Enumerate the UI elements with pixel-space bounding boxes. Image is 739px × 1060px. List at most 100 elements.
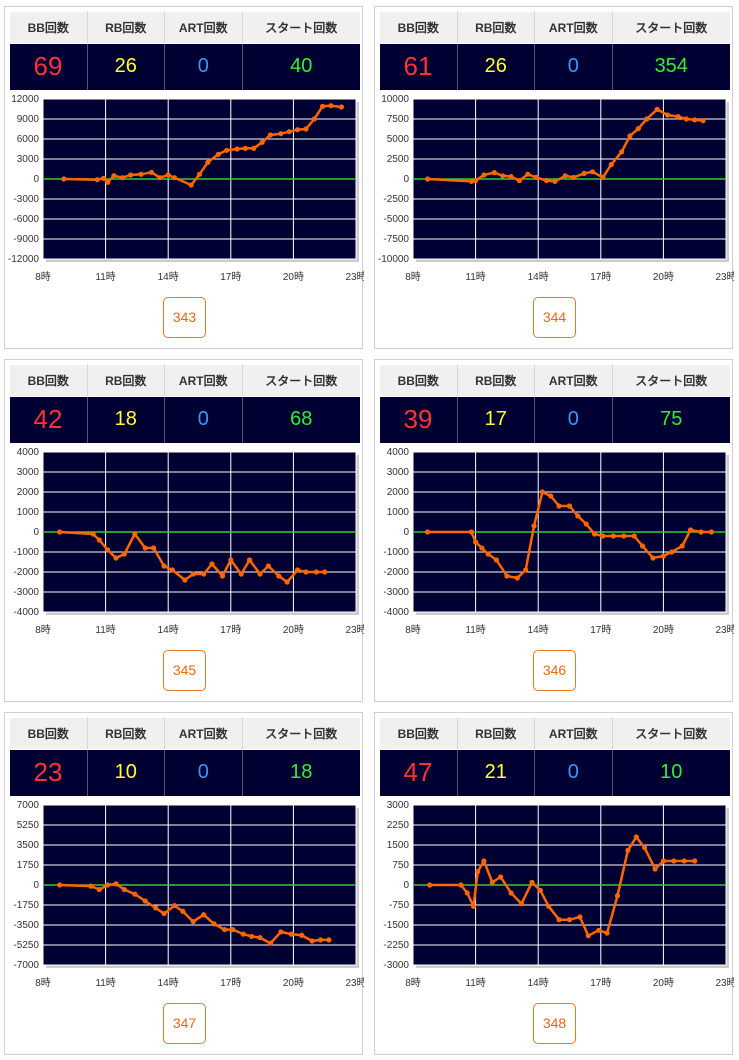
data-point: [209, 561, 215, 567]
history-chart: 8時 11時 14時 17時 20時 23時 4000 3000 2000 1000 0 -1000 -…: [383, 447, 734, 636]
y-tick-label: -5000: [383, 214, 409, 225]
x-tick-label: 8時: [35, 624, 51, 636]
data-point: [257, 934, 263, 941]
machine-number-button[interactable]: 348: [533, 1003, 576, 1044]
data-point: [546, 903, 552, 909]
start-count: 18: [242, 749, 360, 796]
data-point: [508, 890, 514, 896]
data-point: [610, 533, 616, 539]
data-point: [201, 571, 207, 577]
start-header: スタート回数: [241, 11, 360, 44]
data-point: [246, 557, 253, 563]
y-tick-label: -3000: [383, 587, 409, 598]
y-tick-label: -4000: [383, 607, 409, 618]
y-tick-label: 2000: [387, 487, 410, 498]
machine-number-button[interactable]: 347: [163, 1003, 206, 1044]
data-point: [257, 571, 263, 577]
data-point: [205, 159, 211, 165]
machine-number-button[interactable]: 344: [533, 297, 576, 338]
data-point: [600, 174, 606, 180]
y-tick-label: 10000: [381, 94, 409, 105]
data-point: [303, 126, 309, 132]
data-point: [633, 834, 639, 840]
y-tick-label: 1750: [17, 860, 40, 871]
data-point: [577, 914, 583, 920]
data-point: [286, 129, 292, 135]
data-point: [523, 567, 529, 573]
data-point: [644, 116, 650, 122]
y-tick-label: 750: [392, 860, 409, 871]
art-header: ART回数: [534, 11, 613, 44]
data-point: [681, 858, 687, 864]
art-header: ART回数: [164, 11, 243, 44]
y-tick-label: 4000: [387, 447, 410, 458]
data-point: [500, 173, 506, 179]
data-point: [267, 940, 274, 946]
x-tick-label: 23時: [715, 977, 734, 989]
y-tick-label: -1000: [13, 547, 39, 558]
y-tick-label: -7000: [13, 960, 39, 971]
data-point: [468, 529, 475, 535]
data-point: [94, 177, 100, 183]
data-point: [113, 555, 119, 561]
data-point: [215, 151, 221, 157]
data-point: [148, 169, 155, 175]
data-point: [491, 170, 497, 176]
data-point: [113, 881, 119, 887]
start-header: スタート回数: [611, 717, 730, 750]
y-tick-label: -3000: [13, 194, 39, 205]
data-point: [627, 133, 633, 139]
bb-count: 39: [379, 396, 458, 443]
data-point: [161, 563, 167, 569]
data-point: [278, 131, 284, 137]
bb-count: 23: [9, 749, 88, 796]
history-chart: 8時 11時 14時 17時 20時 23時 7000 5250 3500 1750 0 -1750 -…: [13, 800, 364, 989]
x-tick-label: 14時: [528, 271, 549, 283]
data-point: [311, 116, 317, 122]
y-tick-label: 3500: [17, 840, 40, 851]
x-tick-label: 14時: [158, 977, 179, 989]
data-point: [493, 557, 500, 563]
y-tick-label: -2000: [13, 567, 39, 578]
rb-count: 10: [87, 749, 165, 796]
data-point: [221, 926, 228, 933]
data-point: [571, 174, 577, 180]
bb-count: 69: [9, 43, 88, 90]
data-point: [294, 567, 301, 573]
data-point: [299, 932, 305, 938]
data-point: [219, 573, 226, 579]
art-count: 0: [534, 396, 613, 443]
rb-header: RB回数: [456, 717, 535, 750]
data-point: [100, 175, 107, 181]
art-header: ART回数: [164, 717, 243, 750]
data-point: [575, 513, 581, 519]
x-tick-label: 8時: [35, 271, 51, 283]
data-point: [687, 527, 694, 533]
x-tick-label: 17時: [220, 977, 241, 989]
x-tick-label: 14時: [528, 624, 549, 636]
data-point: [508, 174, 514, 180]
data-point: [425, 529, 431, 535]
y-tick-label: -7500: [383, 234, 409, 245]
machine-number-button[interactable]: 346: [533, 650, 576, 691]
data-point: [529, 879, 535, 885]
data-point: [614, 893, 621, 899]
data-point: [566, 503, 573, 509]
data-point: [251, 145, 257, 151]
data-point: [660, 858, 666, 864]
data-point: [585, 933, 591, 939]
data-point: [533, 174, 539, 180]
y-tick-label: -2500: [383, 194, 409, 205]
data-point: [481, 858, 487, 864]
card-4: BB回数 RB回数 ART回数 スタート回数 23 10 0 18 8時 11時 1…: [4, 712, 364, 1055]
start-count: 75: [612, 396, 730, 443]
machine-number-button[interactable]: 345: [163, 650, 206, 691]
y-tick-label: -12000: [8, 254, 40, 265]
data-point: [228, 557, 234, 563]
data-point: [320, 103, 326, 109]
data-point: [516, 178, 523, 184]
data-point: [621, 533, 627, 539]
data-point: [265, 563, 271, 569]
y-tick-label: -1500: [383, 920, 409, 931]
machine-number-button[interactable]: 343: [163, 297, 206, 338]
